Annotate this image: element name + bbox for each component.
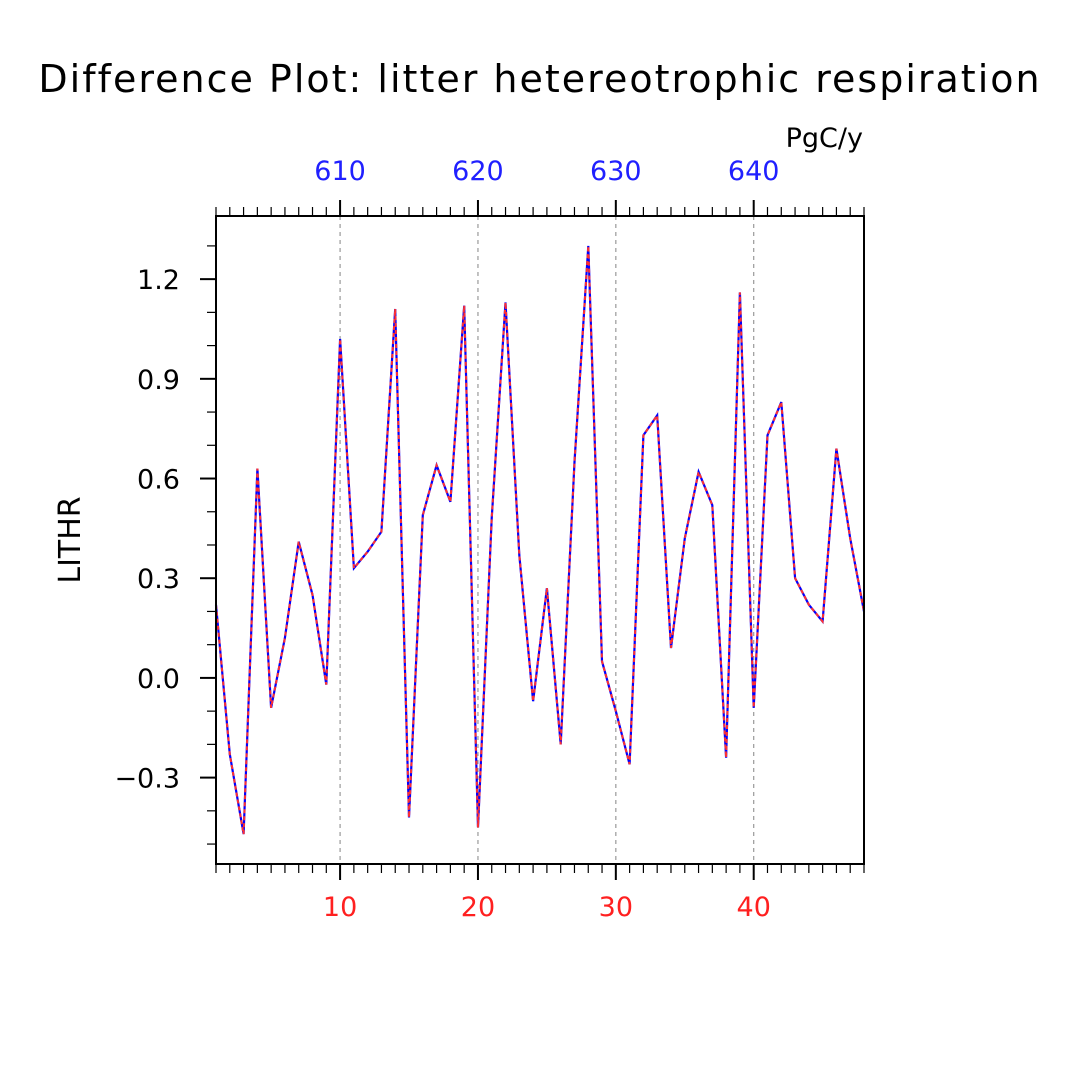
plot-frame [215,215,865,865]
y-tick-label: −0.3 [114,764,180,795]
chart-title: Difference Plot: litter hetereotrophic r… [38,57,1041,101]
x-tick-label-bottom: 30 [599,892,633,923]
y-tick-label: 0.3 [137,564,180,595]
x-tick-label-top: 640 [728,156,780,187]
y-tick-label: 1.2 [137,265,180,296]
x-tick-label-top: 630 [590,156,642,187]
x-tick-label-top: 620 [452,156,504,187]
x-tick-label-bottom: 10 [323,892,357,923]
y-tick-label: 0.9 [137,365,180,396]
y-axis-label: LITHR [53,496,88,583]
units-label: PgC/y [786,123,863,154]
x-tick-label-bottom: 20 [461,892,495,923]
series-layer [214,245,866,835]
series-line-run-a [214,245,866,835]
x-tick-label-bottom: 40 [737,892,771,923]
axis-ticks [200,200,865,880]
axis-tick-labels: 10 20 30 40 610 620 630 640 −0.3 0.0 0.3 0.6 0.9 1.2 [114,156,779,923]
gridlines [339,216,755,864]
y-tick-label: 0.0 [137,664,180,695]
y-tick-label: 0.6 [137,465,180,496]
x-tick-label-top: 610 [314,156,366,187]
series-line-run-b [215,245,865,835]
